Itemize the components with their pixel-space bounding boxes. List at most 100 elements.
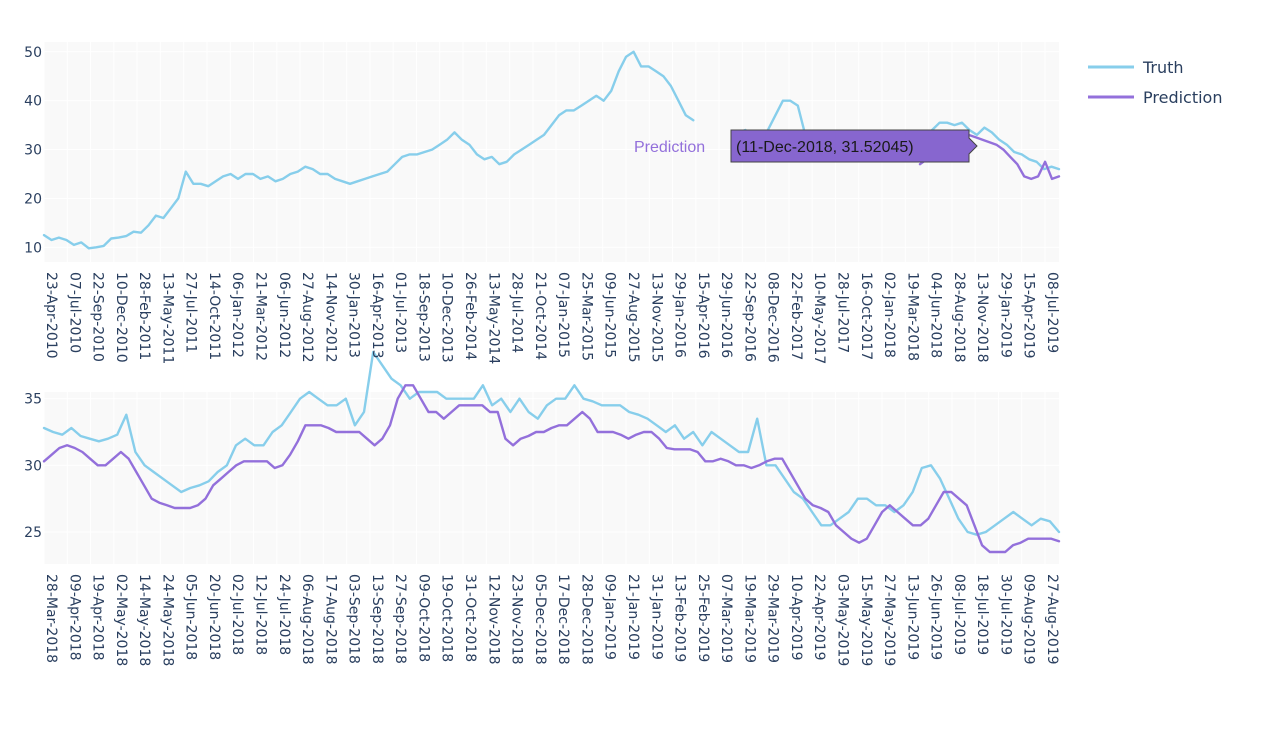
- x-tick-label: 27-Sep-2018: [392, 574, 408, 664]
- y-ticks-bottom: 25 30 35: [24, 392, 42, 541]
- x-tick-label: 10-Dec-2013: [439, 272, 455, 363]
- x-tick-label: 25-Feb-2019: [695, 574, 711, 662]
- x-tick-label: 19-Apr-2018: [90, 574, 106, 661]
- x-tick-label: 29-Jun-2016: [718, 272, 734, 358]
- grid-top: [43, 42, 1059, 262]
- y-tick-label: 30: [24, 458, 42, 474]
- x-tick-label: 25-Mar-2015: [578, 272, 594, 361]
- x-tick-label: 29-Jan-2019: [997, 272, 1013, 358]
- x-tick-label: 15-May-2019: [858, 574, 874, 666]
- series-line-prediction-bottom[interactable]: [42, 384, 1061, 554]
- x-tick-label: 10-Dec-2010: [113, 272, 129, 363]
- x-tick-label: 26-Jun-2019: [928, 574, 944, 660]
- x-tick-label: 27-Aug-2012: [299, 272, 315, 363]
- x-tick-label: 12-Jul-2018: [253, 574, 269, 655]
- x-tick-label: 27-Aug-2015: [625, 272, 641, 363]
- x-tick-label: 13-May-2011: [159, 272, 175, 364]
- y-tick-label: 20: [24, 191, 42, 207]
- x-ticks-bottom: 28-Mar-2018 09-Apr-2018 19-Apr-2018 02-May-…: [43, 574, 1060, 666]
- y-tick-label: 30: [24, 143, 42, 159]
- x-tick-label: 19-Oct-2018: [439, 574, 455, 662]
- x-tick-label: 18-Jul-2019: [974, 574, 990, 655]
- x-tick-label: 29-Mar-2019: [765, 574, 781, 663]
- x-tick-label: 23-Apr-2010: [43, 272, 59, 359]
- x-tick-label: 28-Jul-2014: [509, 272, 525, 353]
- series-lines-bottom: [42, 350, 1061, 554]
- hover-tooltip: Prediction (11-Dec-2018, 31.52045): [634, 129, 978, 163]
- x-tick-label: 26-Feb-2014: [462, 272, 478, 360]
- x-tick-label: 09-Oct-2018: [415, 574, 431, 662]
- x-tick-label: 14-Nov-2012: [322, 272, 338, 363]
- x-tick-label: 03-Sep-2018: [346, 574, 362, 664]
- x-tick-label: 18-Sep-2013: [415, 272, 431, 362]
- x-tick-label: 27-Jul-2011: [183, 272, 199, 353]
- x-tick-label: 28-Feb-2011: [136, 272, 152, 360]
- x-tick-label: 17-Dec-2018: [555, 574, 571, 665]
- x-tick-label: 10-May-2017: [811, 272, 827, 364]
- x-tick-label: 22-Sep-2016: [741, 272, 757, 362]
- x-tick-label: 28-Mar-2018: [43, 574, 59, 663]
- x-tick-label: 09-Aug-2019: [1021, 574, 1037, 665]
- legend-label-prediction: Prediction: [1143, 88, 1222, 107]
- x-tick-label: 08-Dec-2016: [765, 272, 781, 363]
- y-ticks-top: 10 20 30 40 50: [24, 45, 42, 257]
- x-tick-label: 27-Aug-2019: [1044, 574, 1060, 665]
- x-tick-label: 24-May-2018: [159, 574, 175, 666]
- x-tick-label: 05-Dec-2018: [532, 574, 548, 665]
- y-tick-label: 40: [24, 94, 42, 110]
- y-tick-label: 35: [24, 392, 42, 408]
- x-tick-label: 29-Jan-2016: [672, 272, 688, 358]
- hover-box: [730, 129, 978, 163]
- legend-item-truth[interactable]: Truth: [1088, 58, 1184, 77]
- series-line-truth-bottom[interactable]: [42, 350, 1061, 536]
- x-tick-label: 13-Nov-2015: [648, 272, 664, 363]
- x-tick-label: 09-Apr-2018: [66, 574, 82, 661]
- y-tick-label: 25: [24, 525, 42, 541]
- x-tick-label: 28-Dec-2018: [578, 574, 594, 665]
- x-tick-label: 07-Mar-2019: [718, 574, 734, 663]
- x-tick-label: 04-Jun-2018: [928, 272, 944, 358]
- legend-item-prediction[interactable]: Prediction: [1088, 88, 1222, 107]
- x-tick-label: 22-Apr-2019: [811, 574, 827, 661]
- x-tick-label: 06-Aug-2018: [299, 574, 315, 665]
- x-tick-label: 13-Sep-2018: [369, 574, 385, 664]
- x-tick-label: 17-Aug-2018: [322, 574, 338, 665]
- x-tick-label: 16-Apr-2013: [369, 272, 385, 359]
- x-tick-label: 31-Jan-2019: [648, 574, 664, 660]
- x-tick-label: 28-Jul-2017: [834, 272, 850, 353]
- x-tick-label: 15-Apr-2019: [1021, 272, 1037, 359]
- x-tick-label: 06-Jan-2012: [229, 272, 245, 358]
- y-tick-label: 50: [24, 45, 42, 61]
- x-tick-label: 07-Jan-2015: [555, 272, 571, 358]
- x-tick-label: 08-Jul-2019: [1044, 272, 1060, 353]
- x-tick-label: 07-Jul-2010: [66, 272, 82, 353]
- x-tick-label: 02-Jul-2018: [229, 574, 245, 655]
- x-tick-label: 21-Jan-2019: [625, 574, 641, 660]
- x-tick-label: 01-Jul-2013: [392, 272, 408, 353]
- x-tick-label: 14-May-2018: [136, 574, 152, 666]
- x-tick-label: 21-Mar-2012: [253, 272, 269, 361]
- plot-area-bottom: [44, 392, 1059, 564]
- x-tick-label: 22-Sep-2010: [90, 272, 106, 362]
- x-tick-label: 15-Apr-2016: [695, 272, 711, 359]
- x-tick-label: 05-Jun-2018: [183, 574, 199, 660]
- x-tick-label: 20-Jun-2018: [206, 574, 222, 660]
- legend-label-truth: Truth: [1142, 58, 1184, 77]
- x-tick-label: 13-Nov-2018: [974, 272, 990, 363]
- x-tick-label: 23-Nov-2018: [509, 574, 525, 665]
- x-tick-label: 09-Jun-2015: [602, 272, 618, 358]
- legend[interactable]: Truth Prediction: [1088, 58, 1222, 107]
- x-tick-label: 10-Apr-2019: [788, 574, 804, 661]
- grid-bottom: [43, 392, 1059, 564]
- x-tick-label: 16-Oct-2017: [858, 272, 874, 360]
- y-tick-label: 10: [24, 240, 42, 256]
- x-tick-label: 13-Feb-2019: [672, 574, 688, 662]
- hover-series-name: Prediction: [634, 139, 705, 156]
- x-tick-label: 14-Oct-2011: [206, 272, 222, 360]
- x-tick-label: 27-May-2019: [881, 574, 897, 666]
- x-tick-label: 13-May-2014: [485, 272, 501, 364]
- x-tick-label: 28-Aug-2018: [951, 272, 967, 363]
- x-tick-label: 02-May-2018: [113, 574, 129, 666]
